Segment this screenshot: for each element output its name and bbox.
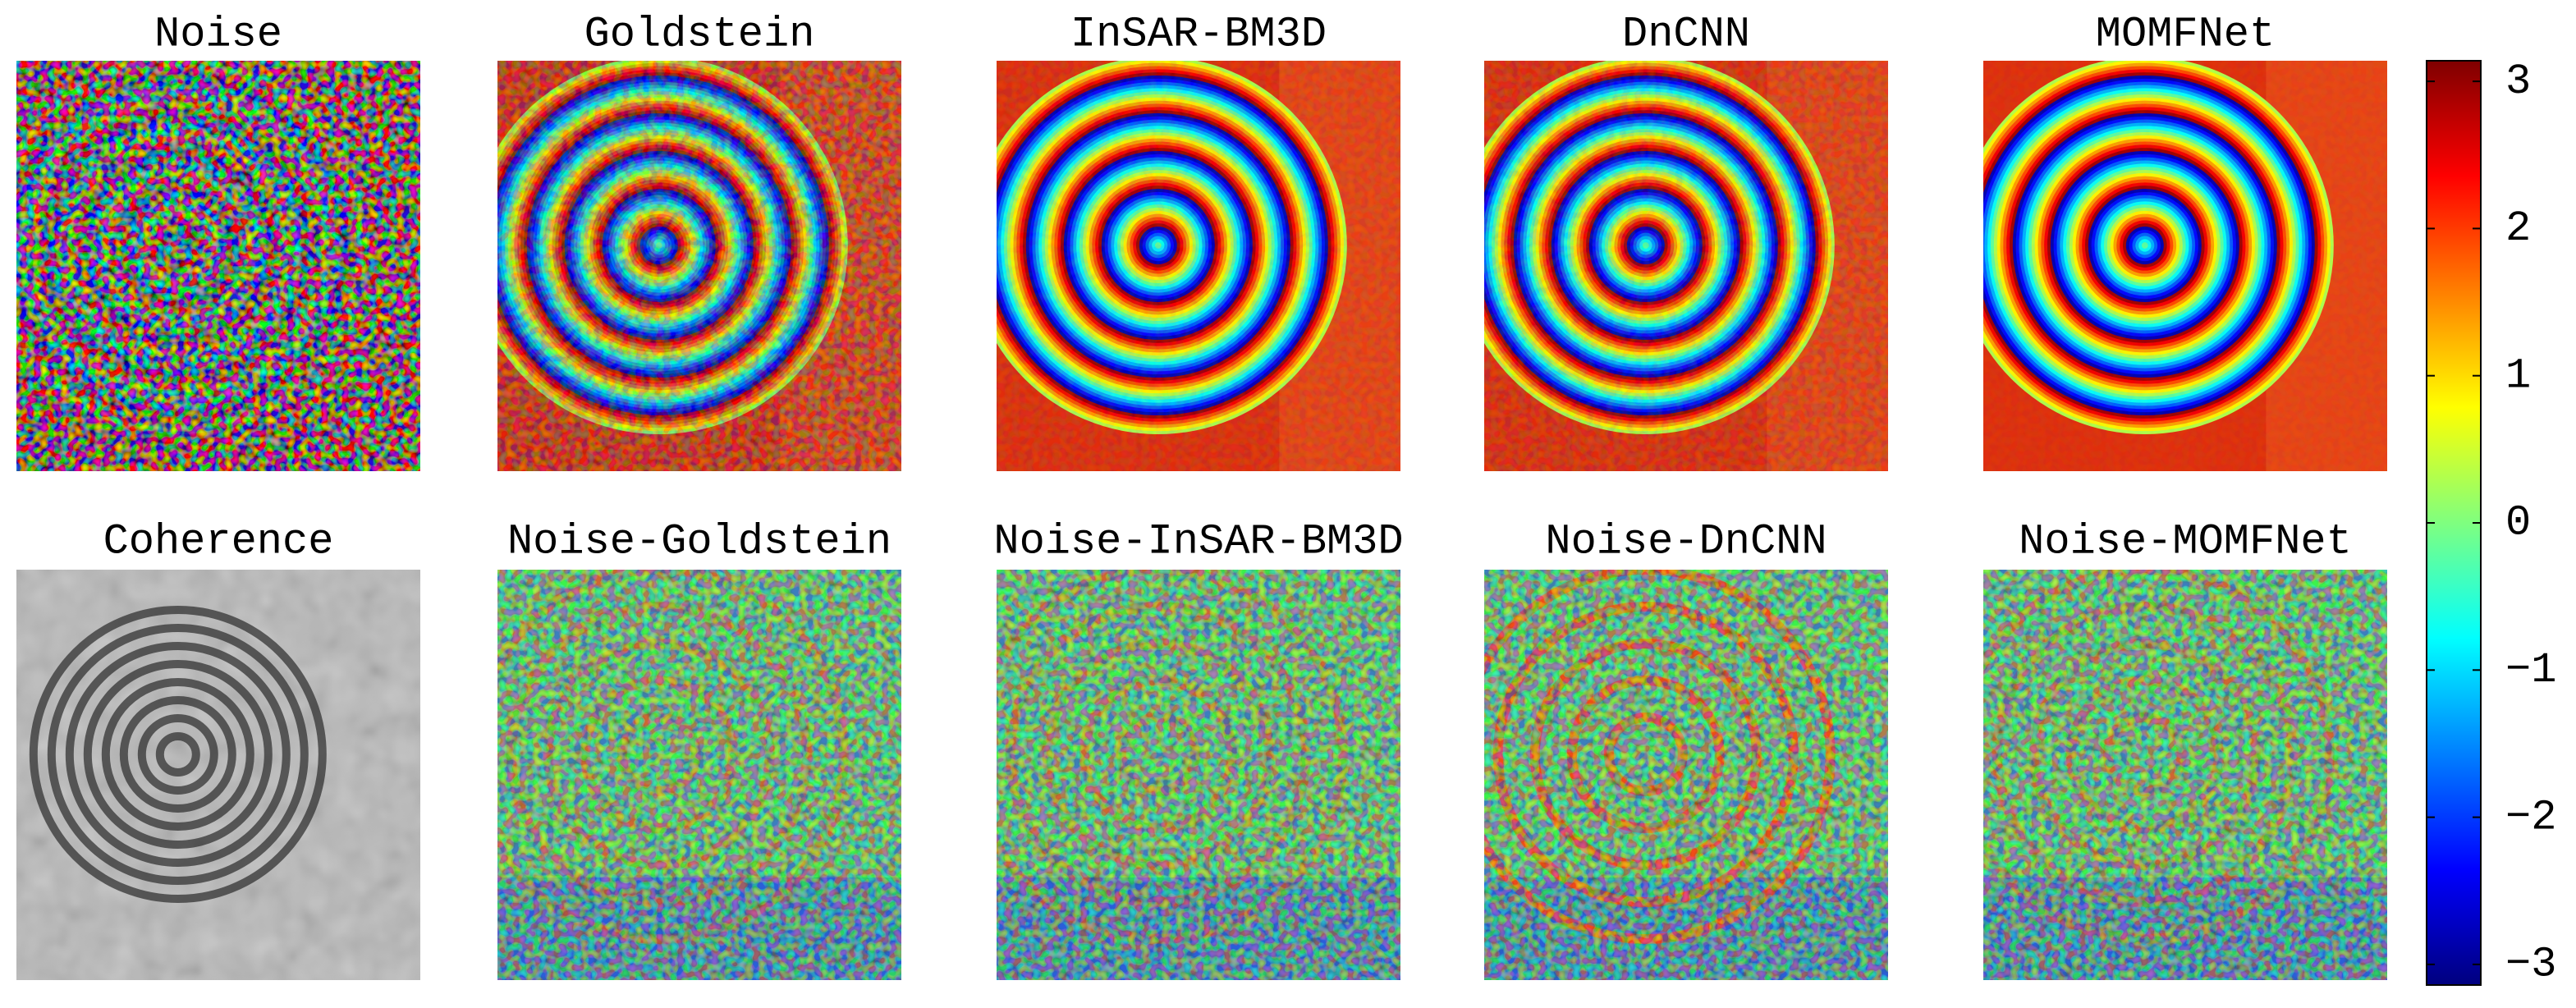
panel-image [1983,570,2387,980]
dark-ring [101,678,254,831]
colorbar-tick-label: −1 [2505,646,2556,694]
speckle [1484,570,1888,980]
speckle [497,61,901,471]
panel-title: Noise-MOMFNet [2019,518,2352,566]
speckle [997,61,1400,471]
speckle [997,570,1400,980]
panel-image [997,570,1400,980]
panel-title: DnCNN [1622,11,1750,59]
panel-title: Noise-DnCNN [1545,518,1827,566]
colorbar-tick-label: 3 [2505,57,2531,106]
colorbar [2426,60,2482,986]
speckle [1983,61,2387,471]
panel-title: Coherence [103,518,334,566]
speckle [497,570,901,980]
panel-image [497,61,901,471]
colorbar-tick-label: 1 [2505,351,2531,400]
fringe [2141,242,2148,249]
dark-ring [65,642,291,867]
panel-image [1484,570,1888,980]
dark-ring [83,660,273,849]
dark-ring [137,714,218,795]
panel-title: Goldstein [584,11,815,59]
dark-ring [119,696,236,813]
dark-ring [29,606,327,903]
panel-image [1983,61,2387,471]
dark-ring [47,624,309,885]
panel-image [16,570,420,980]
panel-title: Noise [154,11,282,59]
speckle [16,61,420,471]
panel-image [497,570,901,980]
colorbar-tick-label: 0 [2505,499,2531,548]
panel-title: Noise-InSAR-BM3D [993,518,1403,566]
panel-title: InSAR-BM3D [1070,11,1327,59]
panel-title: Noise-Goldstein [507,518,892,566]
colorbar-tick-label: −3 [2505,941,2556,989]
colorbar-tick-label: 2 [2505,204,2531,253]
panel-image [16,61,420,471]
panel-title: MOMFNet [2096,11,2275,59]
dark-ring [155,732,200,777]
speckle [1484,61,1888,471]
colorbar-tick-label: −2 [2505,793,2556,841]
speckle [1983,570,2387,980]
panel-image [997,61,1400,471]
panel-image [1484,61,1888,471]
